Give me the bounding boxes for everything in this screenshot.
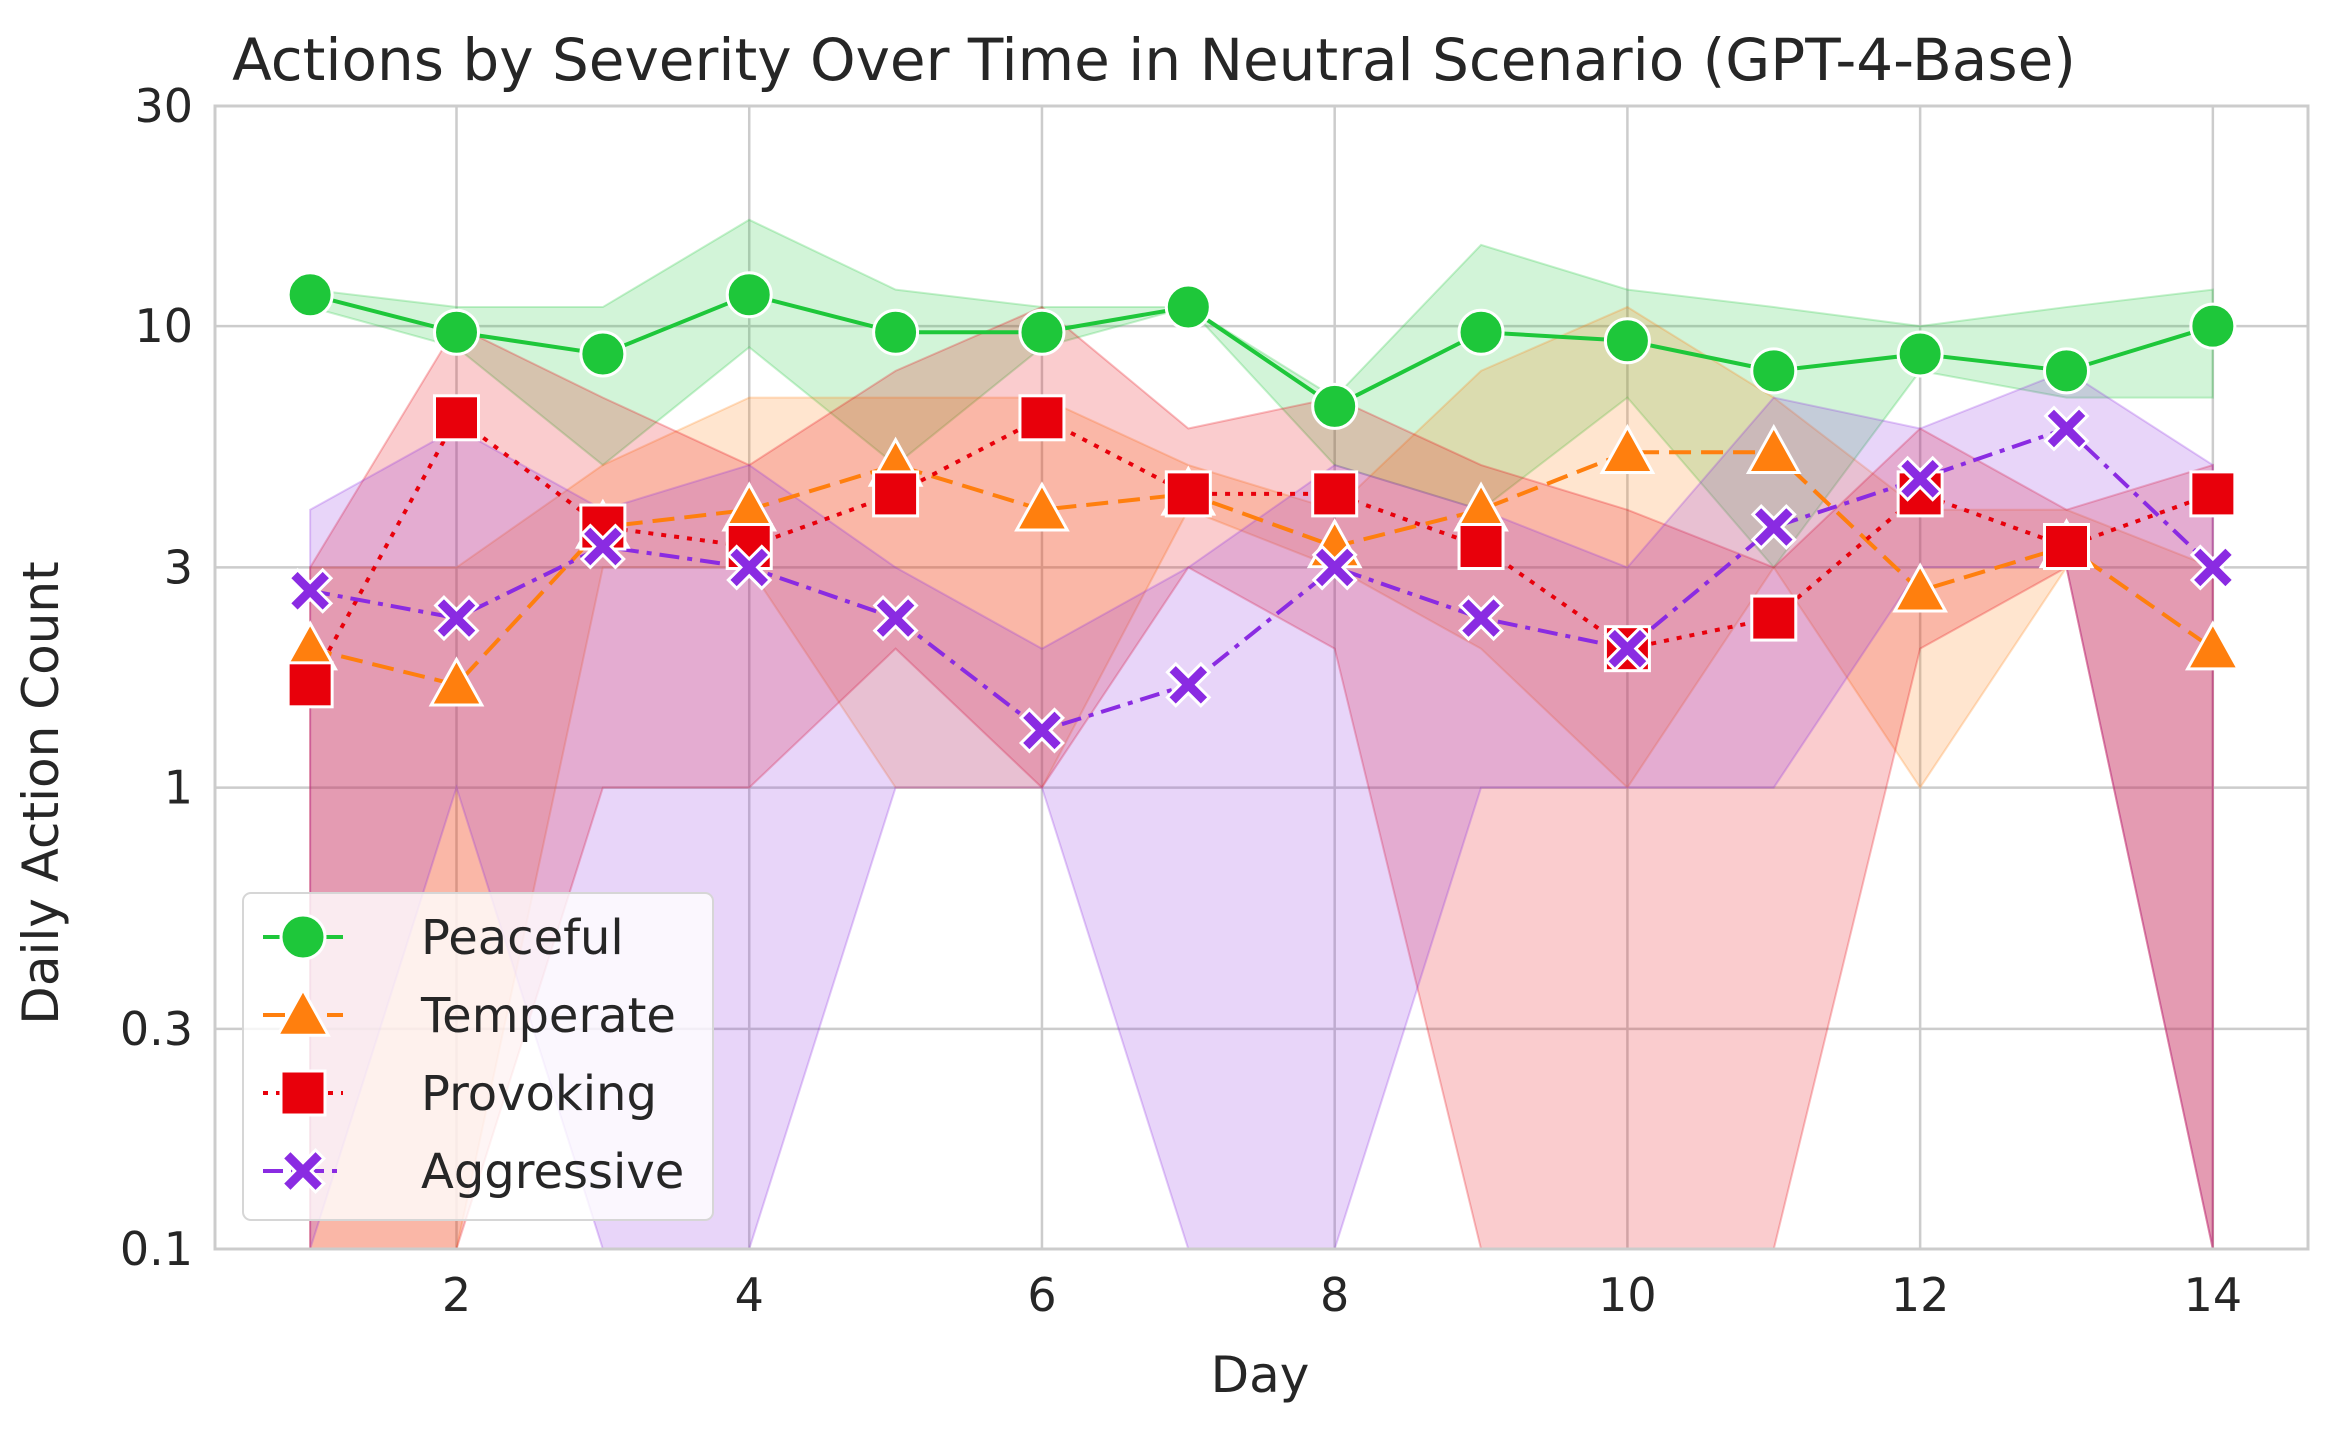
legend-label-temperate: Temperate xyxy=(420,988,676,1044)
provoking-point xyxy=(1750,594,1798,642)
peaceful-ci-band xyxy=(309,218,2214,570)
temperate-point xyxy=(2185,620,2241,671)
x-tick-label: 12 xyxy=(1891,1268,1950,1322)
provoking-point xyxy=(1164,470,1212,518)
peaceful-point xyxy=(1457,308,1505,356)
provoking-point xyxy=(1457,523,1505,571)
series-lines xyxy=(308,292,2215,733)
peaceful-point xyxy=(1896,330,1944,378)
plot-frame xyxy=(213,104,2310,1251)
legend-label-aggressive: Aggressive xyxy=(421,1144,684,1200)
aggressive-point xyxy=(1897,455,1944,502)
aggressive-line xyxy=(309,426,2215,733)
tick-labels: 2 4 6 8 10 12 14 0.1 0.3 1 3 10 30 xyxy=(120,79,2242,1322)
legend-box xyxy=(242,892,714,1221)
peaceful-point xyxy=(1750,347,1798,395)
series-markers xyxy=(282,271,2241,754)
peaceful-point xyxy=(1164,283,1212,331)
legend: Peaceful Temperate Provoking Aggressive xyxy=(242,892,714,1221)
aggressive-point xyxy=(872,595,919,642)
legend-marker-peaceful xyxy=(279,913,327,961)
provoking-point xyxy=(2043,523,2090,571)
temperate-point xyxy=(1892,562,1948,613)
peaceful-point xyxy=(1311,382,1359,430)
aggressive-point xyxy=(1311,544,1358,591)
peaceful-point xyxy=(2043,347,2090,395)
provoking-point xyxy=(1018,394,1066,442)
aggressive-point xyxy=(1458,595,1505,642)
provoking-point xyxy=(286,661,334,709)
aggressive-point xyxy=(1750,504,1797,551)
temperate-point xyxy=(1599,423,1656,474)
x-tick-label: 2 xyxy=(442,1268,471,1322)
aggressive-point xyxy=(2043,405,2090,452)
peaceful-point xyxy=(2189,302,2237,350)
provoking-point xyxy=(872,470,920,518)
provoking-line xyxy=(308,415,2214,686)
x-axis-label: Day xyxy=(1211,1346,1310,1404)
legend-marker-temperate xyxy=(275,986,331,1037)
x-tick-label: 14 xyxy=(2184,1268,2243,1322)
provoking-point xyxy=(433,394,480,442)
aggressive-point xyxy=(433,595,480,642)
peaceful-point xyxy=(579,330,627,378)
y-tick-label: 30 xyxy=(134,79,193,133)
y-tick-label: 3 xyxy=(164,540,193,594)
peaceful-point xyxy=(433,308,480,356)
chart-title: Actions by Severity Over Time in Neutral… xyxy=(232,26,2076,94)
x-tick-label: 4 xyxy=(735,1268,764,1322)
aggressive-point xyxy=(726,544,773,591)
provoking-point xyxy=(2189,470,2237,518)
x-tick-label: 10 xyxy=(1598,1268,1657,1322)
aggressive-point xyxy=(579,523,626,570)
temperate-point xyxy=(1745,423,1802,474)
aggressive-point xyxy=(1018,707,1065,754)
aggressive-point xyxy=(1165,661,1212,708)
legend-label-provoking: Provoking xyxy=(421,1066,657,1122)
x-tick-label: 6 xyxy=(1027,1268,1056,1322)
peaceful-point xyxy=(1603,317,1651,365)
legend-marker-provoking xyxy=(279,1069,327,1117)
y-tick-label: 0.1 xyxy=(120,1222,193,1276)
peaceful-point xyxy=(725,271,773,319)
y-tick-label: 1 xyxy=(164,761,193,815)
legend-label-peaceful: Peaceful xyxy=(421,910,624,966)
temperate-line xyxy=(309,450,2215,687)
provoking-point xyxy=(1311,470,1359,518)
peaceful-point xyxy=(872,308,920,356)
y-tick-label: 10 xyxy=(134,299,193,353)
peaceful-line xyxy=(309,292,2214,409)
peaceful-point xyxy=(1018,308,1066,356)
temperate-point xyxy=(428,656,485,707)
peaceful-point xyxy=(286,271,334,319)
aggressive-point xyxy=(287,567,334,614)
y-axis-label: Daily Action Count xyxy=(12,561,70,1024)
confidence-bands xyxy=(309,218,2214,1250)
aggressive-point xyxy=(2189,544,2236,591)
legend-marker-aggressive xyxy=(279,1147,327,1195)
y-tick-label: 0.3 xyxy=(120,1002,193,1056)
aggressive-point xyxy=(1604,625,1651,672)
temperate-point xyxy=(1014,481,1070,532)
x-tick-label: 8 xyxy=(1320,1268,1349,1322)
